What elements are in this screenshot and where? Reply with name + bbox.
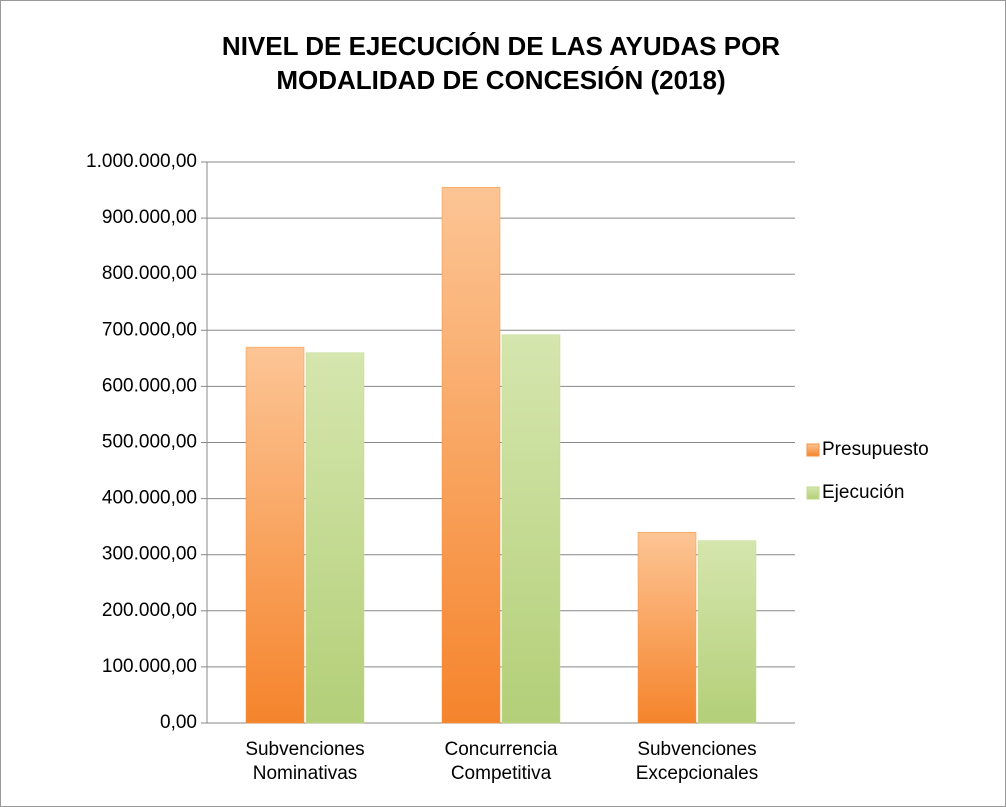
y-tick-label: 400.000,00 <box>102 488 197 509</box>
bar <box>441 186 501 724</box>
y-tick-label: 900.000,00 <box>102 207 197 228</box>
y-tick-label: 1.000.000,00 <box>86 151 197 172</box>
x-tick-label: Subvenciones Nominativas <box>245 739 364 784</box>
legend-marker <box>806 443 820 457</box>
bar <box>245 346 305 724</box>
y-tick-label: 600.000,00 <box>102 375 197 396</box>
x-tick-label: Subvenciones Excepcionales <box>636 739 759 784</box>
y-tick-label: 0,00 <box>160 712 197 733</box>
bar <box>697 540 757 724</box>
legend-marker <box>806 486 820 500</box>
legend-label: Ejecución <box>822 482 904 503</box>
bar <box>637 532 697 724</box>
chart-title: NIVEL DE EJECUCIÓN DE LAS AYUDAS POR <box>222 31 780 61</box>
y-tick-label: 500.000,00 <box>102 432 197 453</box>
y-tick-label: 300.000,00 <box>102 544 197 565</box>
legend-label: Presupuesto <box>822 439 929 460</box>
y-tick-label: 200.000,00 <box>102 600 197 621</box>
bar <box>305 352 365 724</box>
y-tick-label: 100.000,00 <box>102 656 197 677</box>
bar <box>501 334 561 724</box>
x-tick-label: Concurrencia Competitiva <box>445 739 558 784</box>
y-tick-label: 800.000,00 <box>102 263 197 284</box>
chart-title: MODALIDAD DE CONCESIÓN (2018) <box>276 65 725 95</box>
y-tick-label: 700.000,00 <box>102 319 197 340</box>
